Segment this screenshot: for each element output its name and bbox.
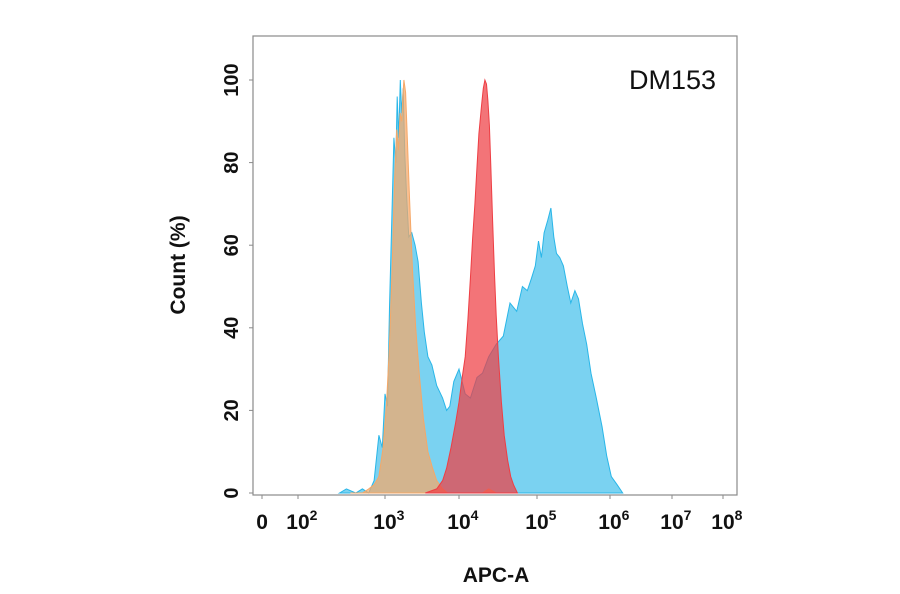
y-tick-label: 100	[221, 63, 243, 96]
x-tick-label: 107	[660, 507, 691, 534]
plot-frame	[252, 35, 738, 496]
y-tick-label: 40	[221, 317, 243, 339]
y-axis-ticks: 0 20 40 60 80 100	[221, 63, 253, 499]
x-tick-label: 108	[711, 507, 742, 534]
x-axis-title: APC-A	[463, 564, 530, 587]
sample-label: DM153	[629, 65, 716, 95]
series-layer	[337, 78, 624, 494]
histogram-series-3	[425, 78, 519, 494]
x-tick-label: 105	[525, 507, 556, 534]
x-axis-ticks: 0 102 103 104 105 106 107 108	[256, 495, 743, 534]
x-tick-label: 104	[447, 507, 478, 534]
x-tick-label: 106	[598, 507, 629, 534]
x-tick-label: 102	[286, 507, 317, 534]
y-tick-label: 80	[221, 151, 243, 173]
y-tick-label: 0	[221, 487, 243, 498]
x-tick-label: 0	[256, 511, 268, 534]
y-tick-label: 60	[221, 234, 243, 256]
x-tick-label: 103	[373, 507, 404, 534]
y-axis-title: Count (%)	[167, 215, 190, 314]
y-tick-label: 20	[221, 399, 243, 421]
